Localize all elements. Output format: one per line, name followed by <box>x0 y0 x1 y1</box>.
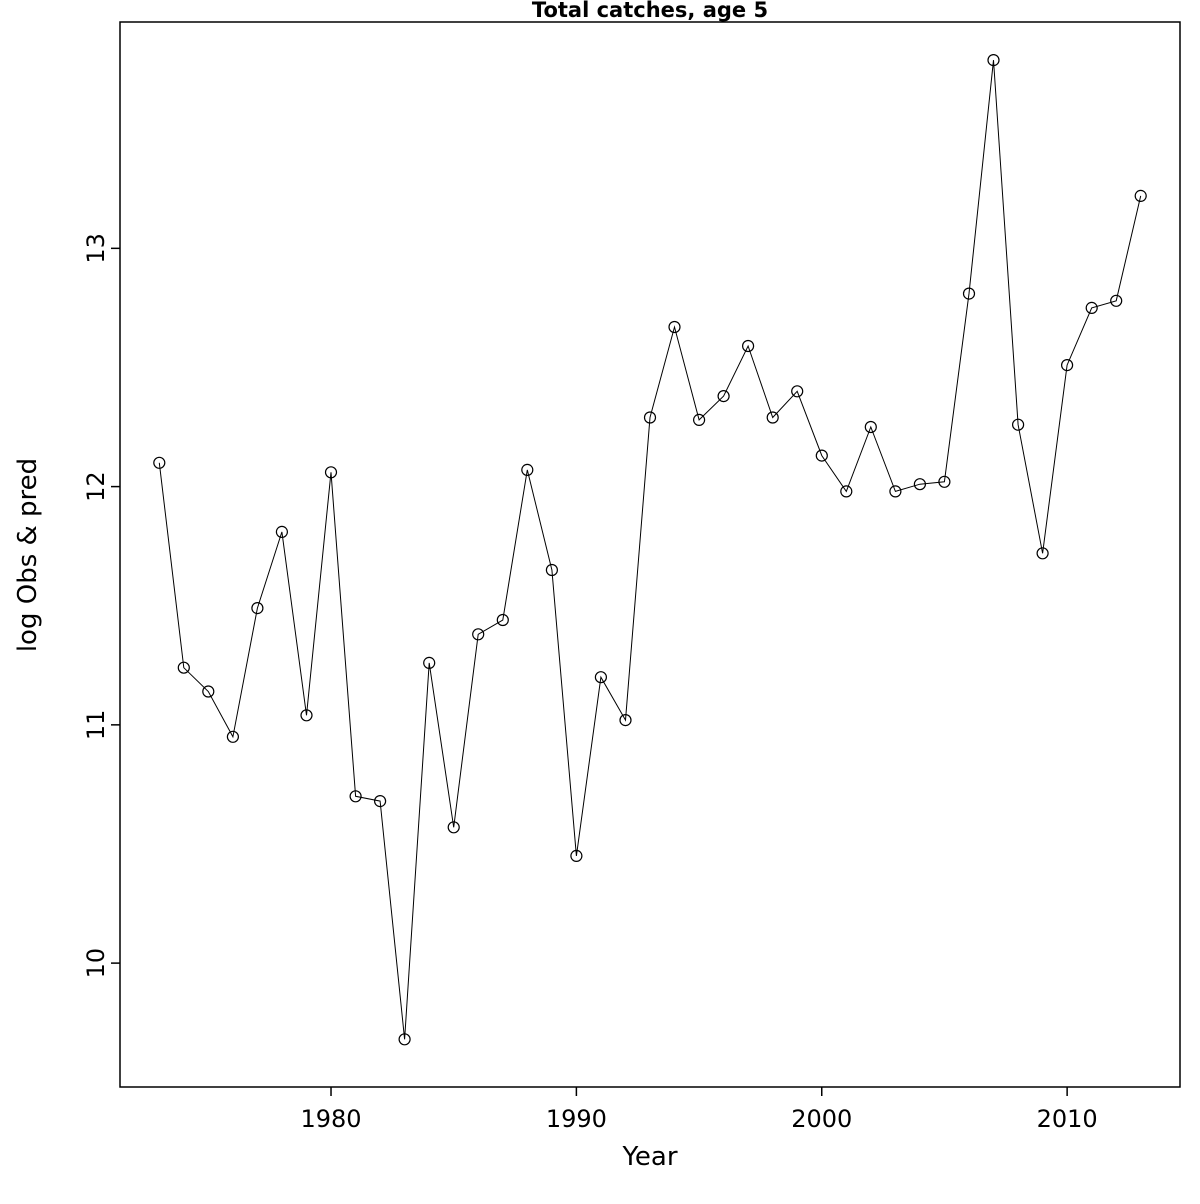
data-point-marker <box>226 730 239 743</box>
data-point-marker <box>496 613 509 627</box>
data-point-marker <box>202 685 215 698</box>
data-point-marker <box>791 385 804 398</box>
data-point-marker <box>521 463 534 476</box>
data-point-marker <box>594 671 608 684</box>
data-point-marker <box>962 287 976 300</box>
x-axis-ticks: 1980 1990 2000 2010 <box>300 1087 1098 1133</box>
data-point-marker <box>717 390 730 403</box>
data-point-marker <box>545 563 559 577</box>
data-point-marker <box>1110 294 1123 307</box>
data-point-marker <box>1011 418 1025 431</box>
data-point-marker <box>840 485 853 498</box>
plot-area-border <box>119 21 1181 1088</box>
data-point-marker <box>570 849 583 863</box>
y-tick-label: 13 <box>82 233 110 264</box>
data-point-marker <box>766 411 779 424</box>
x-tick-label: 1990 <box>546 1105 607 1133</box>
x-tick-label: 2000 <box>791 1105 852 1133</box>
x-tick-label: 1980 <box>300 1105 361 1133</box>
data-point-marker <box>987 53 1000 67</box>
data-point-marker <box>472 628 485 641</box>
data-point-marker <box>349 790 362 803</box>
data-point-marker <box>324 466 338 479</box>
data-point-marker <box>153 456 166 469</box>
data-point-marker <box>815 449 828 462</box>
data-point-marker <box>913 478 927 491</box>
data-point-marker <box>668 320 681 334</box>
data-point-marker <box>251 601 264 615</box>
data-point-marker <box>619 713 632 727</box>
data-point-marker <box>938 475 951 488</box>
y-tick-label: 12 <box>82 471 110 502</box>
y-axis-label: log Obs & pred <box>13 458 43 652</box>
data-point-marker <box>864 420 877 434</box>
y-tick-label: 10 <box>82 948 110 979</box>
x-axis-label: Year <box>621 1142 677 1172</box>
data-point-marker <box>447 821 460 834</box>
data-point-marker <box>1085 301 1098 314</box>
data-point-marker <box>1134 189 1147 202</box>
data-point-marker <box>889 485 902 498</box>
data-point-marker <box>1060 359 1074 372</box>
data-point-marker <box>398 1033 411 1046</box>
x-tick-label: 2010 <box>1037 1105 1098 1133</box>
chart-title: Total catches, age 5 <box>532 0 768 22</box>
data-point-marker <box>275 525 288 539</box>
data-point-marker <box>1036 547 1049 560</box>
data-point-marker <box>374 794 387 808</box>
data-point-marker <box>300 709 313 722</box>
data-point-marker <box>423 656 436 670</box>
data-series <box>153 53 1147 1046</box>
data-point-marker <box>692 413 706 426</box>
y-axis-ticks: 10 11 12 13 <box>82 233 120 978</box>
data-point-marker <box>177 661 190 674</box>
y-tick-label: 11 <box>82 710 110 741</box>
data-point-marker <box>741 339 755 353</box>
data-line <box>158 60 1142 1040</box>
data-point-marker <box>643 411 657 424</box>
